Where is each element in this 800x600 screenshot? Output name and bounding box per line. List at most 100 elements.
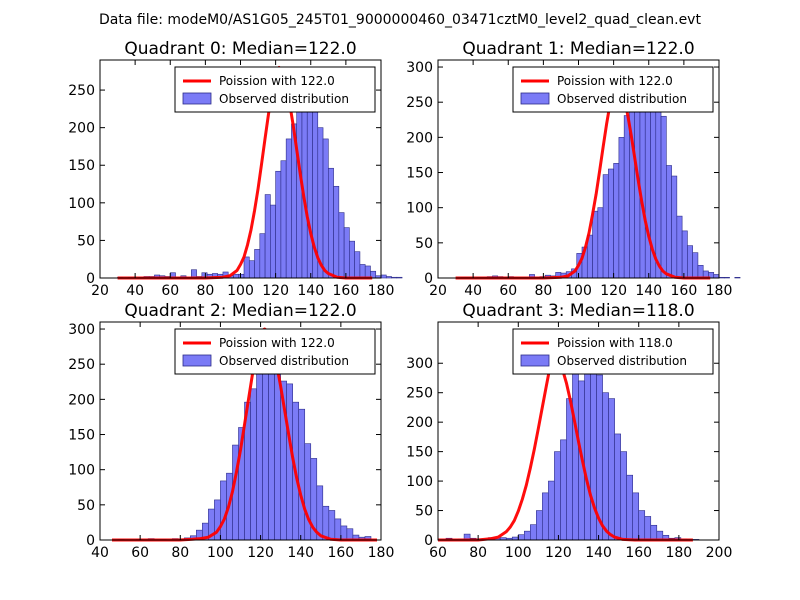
y-tick-label: 0 [86, 271, 95, 287]
y-tick-label: 150 [68, 158, 95, 174]
legend-hist-swatch [520, 92, 550, 105]
y-tick-label: 0 [86, 533, 95, 549]
x-tick-label: 180 [368, 545, 395, 561]
figure-suptitle: Data file: modeM0/AS1G05_245T01_90000004… [99, 12, 701, 28]
x-tick-label: 80 [469, 545, 487, 561]
histogram-bar [618, 137, 625, 279]
histogram-bar [629, 84, 636, 279]
histogram-bar [554, 451, 561, 541]
histogram-bar [340, 525, 348, 541]
y-tick-label: 250 [68, 357, 95, 373]
x-tick-label: 20 [429, 283, 447, 299]
legend-box [512, 66, 714, 113]
histogram-bar [584, 351, 591, 541]
histogram-bar [602, 392, 609, 541]
legend-box [174, 66, 376, 113]
x-tick-label: 60 [429, 545, 447, 561]
legend-hist-swatch [182, 92, 212, 105]
y-tick-label: 200 [406, 130, 433, 146]
histogram-bar [660, 115, 667, 279]
histogram-bar [530, 524, 537, 541]
y-tick-label: 200 [68, 121, 95, 137]
x-tick-label: 60 [131, 545, 149, 561]
histogram-bar [572, 368, 579, 541]
histogram-bar [250, 388, 257, 541]
histogram-bar [243, 256, 250, 279]
histogram-bar [666, 165, 672, 279]
histogram-bar [238, 273, 245, 279]
histogram-bar [536, 510, 543, 541]
x-tick-label: 180 [368, 283, 395, 299]
y-tick-label: 100 [68, 463, 95, 479]
histogram-bar [602, 174, 609, 279]
histogram-bar [285, 138, 292, 279]
y-tick-label: 100 [406, 474, 433, 490]
histogram-bar [354, 251, 361, 279]
histogram-bar [548, 480, 555, 541]
legend-box [174, 328, 376, 375]
legend-hist-swatch [520, 354, 550, 367]
histogram-bar [566, 398, 573, 541]
subplot-quadrant-1: Quadrant 1: Median=122.0 20 40 60 80 100 120 14… [406, 39, 741, 299]
y-tick-label: 150 [68, 428, 95, 444]
histogram-bar [333, 185, 340, 279]
x-tick-label: 160 [327, 545, 354, 561]
legend-label-poisson: Poission with 122.0 [557, 74, 673, 88]
histogram-bar [632, 492, 640, 541]
legend-label-poisson: Poission with 122.0 [219, 336, 335, 350]
histogram-bar [713, 274, 720, 279]
x-tick-label: 180 [665, 545, 692, 561]
legend: Poission with 122.0 Observed distribution [512, 66, 714, 113]
histogram-bar [524, 530, 531, 541]
y-tick-label: 300 [68, 322, 95, 338]
histogram-bar [517, 534, 525, 541]
histogram-bar [262, 348, 269, 541]
histogram-bar [697, 265, 704, 279]
x-tick-label: 120 [545, 545, 572, 561]
histogram-bar [298, 408, 306, 541]
x-tick-label: 60 [499, 283, 517, 299]
x-tick-label: 140 [635, 283, 662, 299]
y-tick-label: 150 [406, 166, 433, 182]
histogram-bar [346, 528, 354, 541]
histogram-bar [734, 276, 741, 279]
histogram-bar [286, 383, 293, 541]
histogram-bar [623, 115, 630, 279]
legend-label-observed: Observed distribution [219, 354, 349, 368]
histogram-bar [304, 443, 312, 541]
histogram-bar [349, 240, 355, 279]
histogram-bar [626, 474, 633, 541]
x-tick-label: 160 [625, 545, 652, 561]
subplot-quadrant-3: Quadrant 3: Median=118.0 60 80 100 120 140 160… [406, 301, 732, 561]
histogram-bar [638, 510, 646, 541]
x-tick-label: 100 [505, 545, 532, 561]
x-tick-label: 40 [464, 283, 482, 299]
histogram-bar [671, 175, 678, 279]
histogram-bar [692, 252, 699, 279]
histogram-bar [270, 204, 276, 279]
histogram-bar [644, 84, 651, 279]
x-tick-label: 100 [227, 283, 254, 299]
y-tick-label: 100 [406, 201, 433, 217]
histogram-bar [687, 245, 693, 279]
y-tick-label: 300 [406, 60, 433, 76]
x-tick-label: 160 [333, 283, 360, 299]
x-tick-label: 140 [287, 545, 314, 561]
legend-box [512, 328, 714, 375]
legend: Poission with 122.0 Observed distribution [174, 328, 376, 375]
histogram-bar [248, 260, 255, 279]
histogram-bar [259, 233, 266, 279]
x-tick-label: 200 [706, 545, 733, 561]
histogram-bar [306, 104, 313, 279]
histogram-bar [385, 276, 392, 279]
x-tick-label: 180 [706, 283, 733, 299]
y-tick-label: 250 [406, 95, 433, 111]
histogram-bar [396, 276, 403, 279]
x-tick-label: 40 [91, 545, 109, 561]
legend-label-poisson: Poission with 118.0 [557, 336, 673, 350]
subplot-quadrant-0: Quadrant 0: Median=122.0 20 40 60 80 100 120 14… [68, 39, 403, 299]
histogram-bar [328, 167, 334, 279]
y-tick-label: 0 [424, 533, 433, 549]
legend-label-observed: Observed distribution [219, 92, 349, 106]
